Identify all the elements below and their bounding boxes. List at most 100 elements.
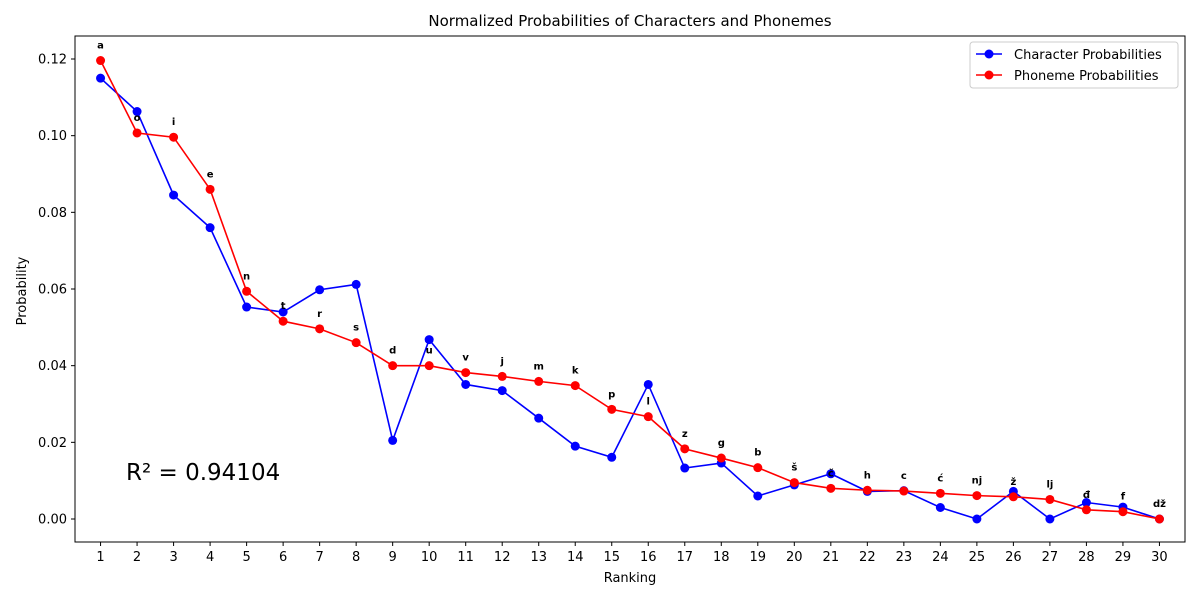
- x-tick-label: 22: [859, 550, 876, 565]
- series-line: [100, 77, 1160, 520]
- data-point: [607, 452, 617, 462]
- data-point: [497, 371, 507, 381]
- data-point: [461, 379, 471, 389]
- data-point: [1008, 492, 1018, 502]
- point-annotation: g: [718, 438, 725, 449]
- x-tick-label: 8: [352, 550, 360, 565]
- data-point: [132, 128, 142, 138]
- annotation-layer: a o i e n t r s d u v j m k p l z g b š č h c ć nj ž lj đ f dž: [97, 41, 1166, 510]
- x-tick-label: 1: [96, 550, 104, 565]
- y-tick-label: 0.06: [38, 283, 67, 298]
- chart-title: Normalized Probabilities of Characters a…: [428, 12, 831, 30]
- data-point: [388, 435, 398, 445]
- data-point: [1118, 507, 1128, 517]
- point-annotation: dž: [1153, 498, 1166, 510]
- data-point: [534, 413, 544, 423]
- point-annotation: nj: [972, 476, 983, 487]
- data-point: [753, 491, 763, 501]
- x-tick-label: 27: [1042, 550, 1059, 565]
- x-tick-label: 25: [969, 550, 986, 565]
- point-annotation: j: [499, 356, 503, 367]
- y-tick-label: 0.12: [38, 53, 67, 68]
- data-point: [570, 441, 580, 451]
- point-annotation: e: [207, 169, 214, 180]
- data-point: [96, 73, 106, 83]
- data-point: [315, 324, 325, 334]
- point-annotation: f: [1121, 492, 1126, 503]
- data-point: [716, 453, 726, 463]
- point-annotation: č: [828, 467, 834, 479]
- legend-label-characters: Character Probabilities: [1014, 48, 1162, 63]
- data-point: [132, 107, 142, 117]
- data-point: [278, 316, 288, 326]
- point-annotation: h: [864, 470, 871, 481]
- data-point: [935, 503, 945, 512]
- data-point: [1081, 498, 1091, 508]
- point-annotation: t: [281, 301, 286, 312]
- data-point: [278, 307, 288, 317]
- data-point: [1154, 514, 1164, 524]
- point-annotation: c: [901, 471, 907, 482]
- plot-frame: [74, 35, 1186, 543]
- point-annotation: đ: [1083, 490, 1091, 501]
- series-layer: [96, 56, 1164, 524]
- y-tick-label: 0.10: [38, 129, 67, 144]
- x-tick-label: 19: [750, 550, 767, 565]
- data-point: [826, 483, 836, 493]
- x-tick-label: 10: [421, 550, 438, 565]
- point-annotation: o: [134, 113, 141, 124]
- point-annotation: b: [754, 448, 761, 459]
- point-annotation: m: [534, 361, 544, 372]
- y-tick-label: 0.08: [38, 206, 67, 221]
- data-point: [424, 361, 434, 371]
- data-point: [169, 190, 179, 200]
- data-point: [643, 412, 653, 422]
- data-point: [242, 286, 252, 296]
- x-tick-label: 4: [206, 550, 214, 565]
- data-point: [424, 335, 434, 345]
- data-point: [169, 132, 179, 142]
- y-tick-label: 0.00: [38, 513, 67, 528]
- x-tick-label: 16: [640, 550, 657, 565]
- x-tick-label: 21: [823, 550, 840, 565]
- y-tick-label: 0.02: [38, 436, 67, 451]
- data-point: [607, 404, 617, 414]
- data-point: [935, 488, 945, 498]
- legend: Character Probabilities Phoneme Probabil…: [969, 41, 1179, 89]
- data-point: [826, 469, 836, 479]
- x-tick-label: 7: [315, 550, 323, 565]
- data-point: [1081, 505, 1091, 515]
- data-point: [680, 463, 690, 473]
- x-tick-label: 11: [457, 550, 474, 565]
- x-tick-label: 6: [279, 550, 287, 565]
- data-point: [388, 361, 398, 371]
- point-annotation: a: [97, 41, 104, 52]
- x-tick-label: 3: [169, 550, 177, 565]
- data-point: [96, 56, 106, 66]
- point-annotation: l: [647, 397, 650, 408]
- x-tick-label: 23: [896, 550, 913, 565]
- data-point: [862, 485, 872, 495]
- point-annotation: lj: [1046, 479, 1053, 490]
- point-annotation: i: [172, 117, 175, 128]
- data-point: [242, 302, 252, 312]
- data-point: [753, 463, 763, 473]
- x-tick-label: 30: [1151, 550, 1168, 565]
- data-point: [972, 514, 982, 524]
- point-annotation: ž: [1010, 476, 1016, 488]
- legend-marker-phonemes: [984, 70, 994, 80]
- data-point: [789, 478, 799, 488]
- data-point: [315, 285, 325, 295]
- x-tick-label: 5: [242, 550, 250, 565]
- point-annotation: š: [791, 462, 797, 474]
- series-phoneme-probabilities: [96, 56, 1164, 524]
- x-tick-label: 12: [494, 550, 511, 565]
- axis-ticks: 1 2 3 4 5 6 7 8 9 10 11 12 13 14 15 16 17 18 19 20 21 22 23 24 2…: [38, 53, 1168, 566]
- legend-marker-characters: [984, 49, 994, 59]
- x-tick-label: 18: [713, 550, 730, 565]
- series-line: [99, 60, 1160, 520]
- x-tick-label: 24: [932, 550, 949, 565]
- point-annotation: d: [389, 346, 396, 357]
- data-point: [1045, 514, 1055, 524]
